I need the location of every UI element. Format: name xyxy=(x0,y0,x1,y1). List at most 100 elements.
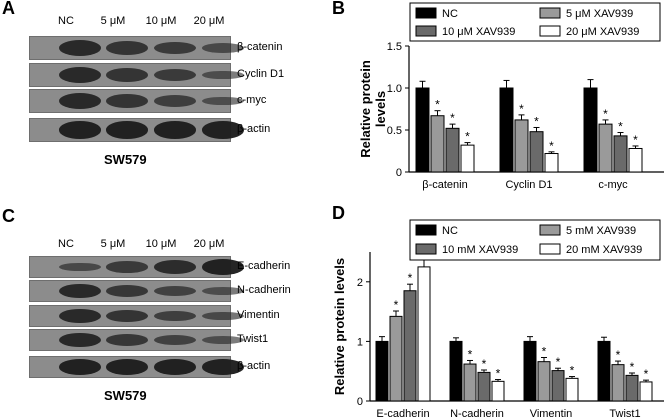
chart-d-significance-mark: * xyxy=(556,355,561,369)
blot-a-band xyxy=(154,121,196,139)
chart-b-category-label: Cyclin D1 xyxy=(505,179,552,191)
chart-b-bar xyxy=(514,119,529,173)
chart-b-legend-box xyxy=(409,2,661,42)
blot-c-lane-header: 5 μM xyxy=(100,238,126,250)
blot-a-band xyxy=(59,93,101,109)
chart-b-significance-mark: * xyxy=(519,102,524,116)
chart-d-category-label: E-cadherin xyxy=(376,408,429,419)
chart-b-bar xyxy=(628,147,643,173)
chart-b-significance-mark: * xyxy=(435,98,440,112)
blot-c-band xyxy=(154,286,196,296)
chart-b-category-label: β-catenin xyxy=(422,179,467,191)
blot-a-band xyxy=(154,95,196,107)
chart-b-bar xyxy=(430,115,445,173)
chart-d-y-tick-label: 2 xyxy=(357,277,363,289)
blot-c-band-strip xyxy=(29,329,244,351)
chart-b-bar xyxy=(445,127,460,173)
chart-d-bar xyxy=(491,380,505,402)
blot-a-protein-label: β-actin xyxy=(237,123,271,135)
blot-a-band xyxy=(59,67,101,83)
chart-d-legend-label: 20 mM XAV939 xyxy=(566,244,642,256)
blot-c-lane-header: NC xyxy=(58,238,74,250)
chart-d-significance-mark: * xyxy=(570,364,575,378)
blot-c-band xyxy=(106,309,148,323)
chart-d-legend-label: 5 mM XAV939 xyxy=(566,225,636,237)
chart-d-category-label: Twist1 xyxy=(609,408,640,419)
blot-a-band xyxy=(202,96,244,106)
chart-d-bar xyxy=(403,290,417,402)
chart-b-significance-mark: * xyxy=(465,130,470,144)
blot-a-band xyxy=(106,94,148,108)
chart-d-bar xyxy=(565,377,579,402)
blot-a-band-strip xyxy=(29,118,244,142)
chart-b-significance-mark: * xyxy=(549,139,554,153)
blot-a-band xyxy=(59,121,101,139)
chart-d-bar xyxy=(477,371,491,402)
chart-b-bar xyxy=(613,135,628,173)
chart-b-category-label: c-myc xyxy=(598,179,628,191)
chart-d-legend-swatch xyxy=(539,224,561,236)
blot-a-band-strip xyxy=(29,36,244,60)
chart-b-y-tick-label: 1.5 xyxy=(387,41,402,53)
blot-a-band xyxy=(202,70,244,80)
blot-c-protein-label: β-actin xyxy=(237,360,271,372)
chart-b-bar xyxy=(583,87,598,173)
chart-b-y-tick-label: 0.5 xyxy=(387,125,402,137)
chart-b-y-tick-label: 1.0 xyxy=(387,83,402,95)
blot-c-band xyxy=(154,335,196,345)
chart-d-legend-label: NC xyxy=(442,225,458,237)
blot-a-band xyxy=(59,40,101,56)
blot-a-lane-header: NC xyxy=(58,15,74,27)
blot-a-lane-header: 20 μM xyxy=(193,15,225,27)
chart-d-significance-mark: * xyxy=(542,344,547,358)
chart-b-significance-mark: * xyxy=(450,111,455,125)
cell-line-label-c: SW579 xyxy=(104,388,147,403)
chart-d-legend-box xyxy=(409,219,661,261)
blot-c-band-strip xyxy=(29,356,244,378)
chart-d-significance-mark: * xyxy=(482,357,487,371)
chart-d-bar xyxy=(537,361,551,402)
blot-a-band-strip xyxy=(29,63,244,87)
chart-d-legend-swatch xyxy=(539,243,561,255)
chart-b-panel-letter: B xyxy=(332,0,345,18)
chart-b-legend-swatch xyxy=(539,25,561,37)
chart-d-bar xyxy=(597,340,611,402)
blot-a-band xyxy=(154,68,196,82)
chart-b-bar xyxy=(460,144,475,173)
blot-c-band xyxy=(202,335,244,345)
cell-line-label-a: SW579 xyxy=(104,152,147,167)
chart-b-y-tick-label: 0 xyxy=(396,167,402,179)
blot-a-lane-header: 10 μM xyxy=(145,15,177,27)
chart-d-significance-mark: * xyxy=(644,367,649,381)
blot-c-band-strip xyxy=(29,256,244,278)
blot-a-band-strip xyxy=(29,89,244,113)
blot-c-band xyxy=(106,334,148,346)
blot-c-band xyxy=(106,261,148,273)
blot-a-protein-label: β-catenin xyxy=(237,41,283,53)
chart-d-bar xyxy=(639,381,653,402)
blot-c-band xyxy=(59,283,101,299)
blot-c-band xyxy=(59,359,101,375)
chart-d-bar xyxy=(625,374,639,402)
chart-d-category-label: N-cadherin xyxy=(450,408,504,419)
chart-d-bar xyxy=(449,340,463,402)
blot-c-band xyxy=(106,359,148,375)
blot-c-protein-label: Twist1 xyxy=(237,333,269,345)
blot-c-band-strip xyxy=(29,305,244,327)
chart-d-legend-label: 10 mM XAV939 xyxy=(442,244,518,256)
blot-a-band xyxy=(154,41,196,55)
blot-a-band xyxy=(106,41,148,55)
blot-a-protein-label: c-myc xyxy=(237,94,267,106)
blot-c-band xyxy=(202,286,244,296)
chart-d-significance-mark: * xyxy=(394,298,399,312)
blot-a-band xyxy=(106,121,148,139)
blot-c-band-strip xyxy=(29,280,244,302)
blot-a-protein-label: Cyclin D1 xyxy=(237,68,285,80)
blot-c-band xyxy=(202,259,244,275)
blot-c-lane-header: 20 μM xyxy=(193,238,225,250)
blot-c-band xyxy=(106,285,148,297)
blot-c-band xyxy=(202,311,244,321)
blot-a-band xyxy=(106,68,148,82)
chart-b-bar xyxy=(598,123,613,173)
chart-b-significance-mark: * xyxy=(603,107,608,121)
